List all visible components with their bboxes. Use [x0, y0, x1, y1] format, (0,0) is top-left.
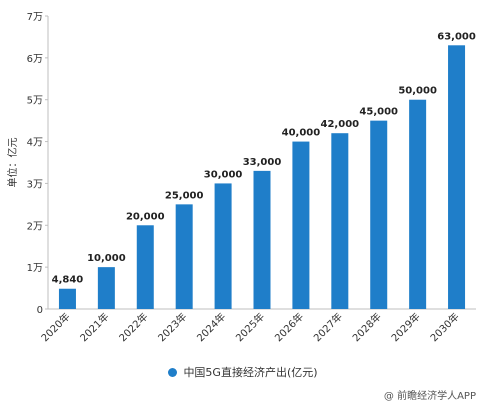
data-label: 63,000	[437, 31, 476, 42]
data-label: 45,000	[359, 107, 398, 118]
y-tick-label: 2万	[27, 221, 43, 232]
legend-marker	[168, 368, 178, 377]
bar	[370, 120, 388, 310]
y-axis-title: 单位：亿元	[6, 138, 19, 188]
bar	[136, 225, 154, 309]
bar	[409, 99, 427, 309]
legend-label: 中国5G直接经济产出(亿元)	[183, 366, 318, 379]
y-tick-label: 1万	[27, 263, 43, 274]
bar	[331, 133, 349, 309]
x-tick-label: 2030年	[427, 310, 461, 344]
x-tick-label: 2026年	[272, 310, 306, 344]
data-label: 25,000	[165, 190, 204, 201]
y-tick-label: 6万	[27, 54, 43, 65]
bar	[448, 45, 466, 310]
x-tick-label: 2024年	[194, 310, 228, 344]
x-tick-label: 2029年	[388, 310, 422, 344]
x-tick-label: 2025年	[233, 310, 267, 344]
bar	[175, 204, 193, 309]
y-tick-label: 3万	[27, 179, 43, 190]
bar	[58, 288, 76, 309]
data-label: 40,000	[282, 128, 321, 139]
x-tick-label: 2021年	[77, 310, 111, 344]
x-tick-label: 2027年	[311, 310, 345, 344]
x-tick-label: 2028年	[350, 310, 384, 344]
y-tick-label: 0	[37, 305, 43, 316]
bar	[97, 267, 115, 309]
y-tick-label: 7万	[27, 12, 43, 23]
data-label: 42,000	[321, 119, 360, 130]
x-tick-label: 2020年	[38, 310, 72, 344]
data-label: 20,000	[126, 211, 165, 222]
bar	[214, 183, 232, 309]
x-tick-label: 2022年	[116, 310, 150, 344]
source-credit: @ 前瞻经济学人APP	[383, 391, 476, 402]
x-tick-label: 2023年	[155, 310, 189, 344]
y-tick-label: 5万	[27, 96, 43, 107]
legend: 中国5G直接经济产出(亿元)	[0, 364, 486, 380]
bar	[253, 170, 271, 309]
bar	[292, 141, 310, 309]
data-label: 33,000	[243, 157, 282, 168]
data-label: 30,000	[204, 169, 243, 180]
data-label: 50,000	[398, 86, 437, 97]
data-label: 10,000	[87, 253, 126, 264]
y-tick-label: 4万	[27, 138, 43, 149]
data-label: 4,840	[52, 275, 84, 286]
